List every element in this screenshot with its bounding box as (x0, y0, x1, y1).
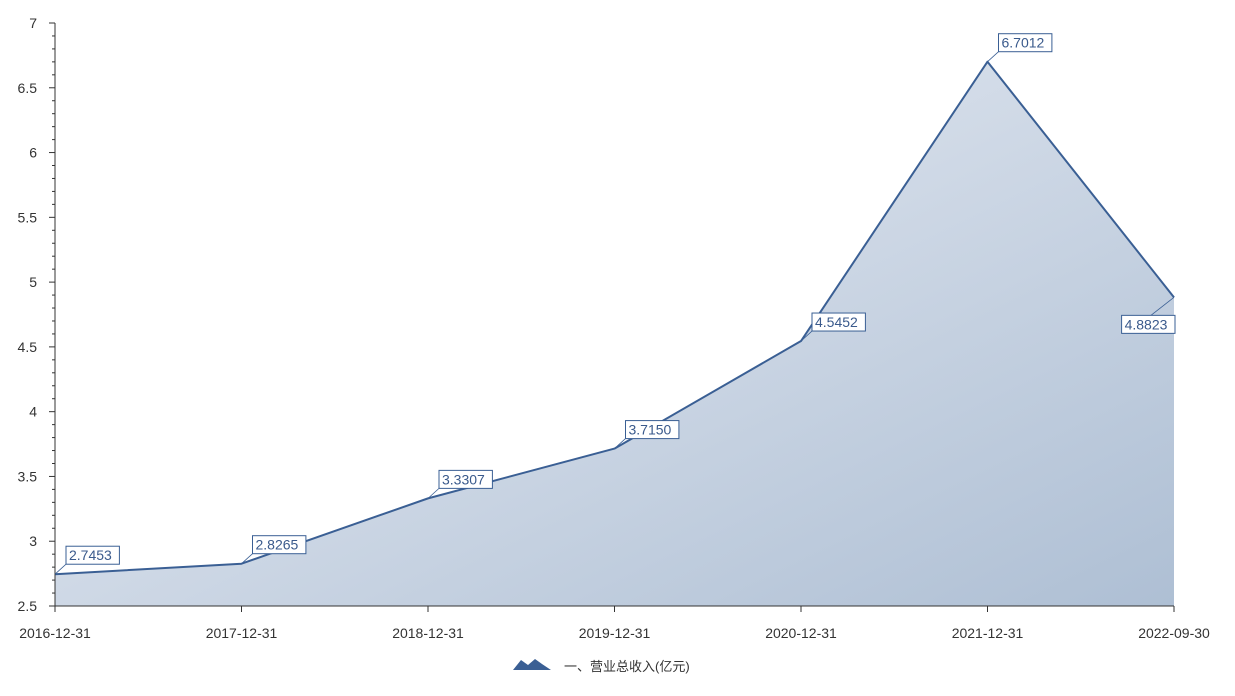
legend[interactable]: 一、营业总收入(亿元) (513, 659, 690, 674)
legend-label: 一、营业总收入(亿元) (564, 659, 690, 674)
y-tick-label: 6.5 (18, 80, 38, 96)
data-label: 3.7150 (629, 422, 672, 438)
area-layer (54, 60, 1175, 607)
x-tick-label: 2019-12-31 (579, 625, 651, 641)
legend-area-icon (513, 659, 551, 670)
y-tick-label: 2.5 (18, 598, 38, 614)
y-tick-label: 3.5 (18, 468, 38, 484)
y-tick-label: 5 (29, 274, 37, 290)
x-tick-label: 2017-12-31 (206, 625, 278, 641)
y-tick-label: 4 (29, 404, 37, 420)
y-tick-label: 3 (29, 533, 37, 549)
data-label: 3.3307 (442, 471, 485, 487)
data-label-box (65, 545, 120, 565)
data-label-leader (800, 330, 813, 342)
axes: 2.5 3 3.5 4 4.5 5 5.5 6 6.5 7 2016-12-31 2017-12-31… (18, 15, 1210, 641)
data-label: 6.7012 (1002, 35, 1045, 51)
data-label-leader (427, 488, 440, 499)
x-tick-label: 2020-12-31 (765, 625, 837, 641)
x-tick-label: 2018-12-31 (392, 625, 464, 641)
data-label-box (625, 420, 680, 440)
data-label: 4.8823 (1125, 316, 1168, 332)
y-tick-label: 7 (29, 15, 37, 31)
data-label-leader (614, 438, 626, 449)
data-label-box (811, 312, 866, 332)
y-tick-label: 6 (29, 145, 37, 161)
y-tick-label: 4.5 (18, 339, 38, 355)
data-label-leader (54, 563, 67, 575)
data-label: 2.8265 (256, 537, 299, 553)
x-tick-label: 2022-09-30 (1138, 625, 1210, 641)
data-label-box (252, 535, 307, 555)
data-label-leader (987, 51, 999, 63)
x-tick-label: 2016-12-31 (19, 625, 91, 641)
data-label-box (998, 33, 1053, 53)
data-label-box (1121, 314, 1176, 334)
data-label: 4.5452 (815, 314, 858, 330)
data-label-leader (241, 553, 253, 564)
y-tick-label: 5.5 (18, 209, 38, 225)
data-label: 2.7453 (69, 547, 112, 563)
x-tick-label: 2021-12-31 (952, 625, 1024, 641)
data-label-leader (1150, 297, 1175, 316)
data-labels: 2.7453 2.8265 3.3307 3.7150 4.5452 6.7012 4.88… (54, 33, 1176, 575)
data-label-box (438, 469, 493, 489)
series-area-fill (55, 61, 1174, 607)
